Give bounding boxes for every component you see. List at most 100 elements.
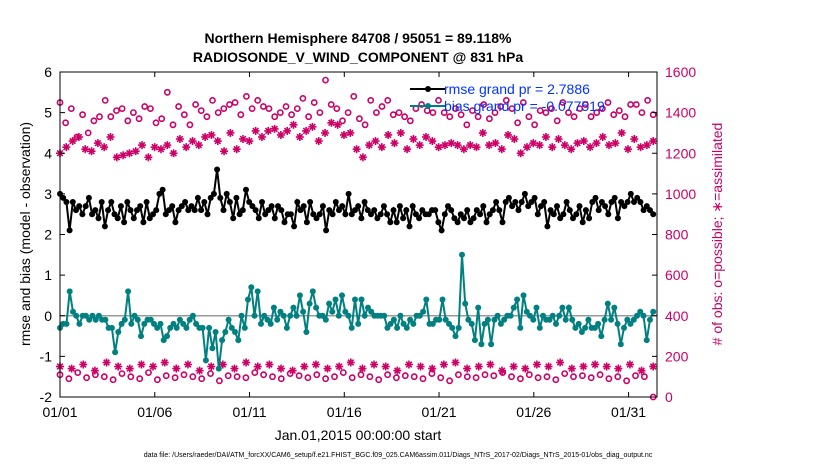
- assimilated-point: [459, 145, 468, 154]
- rmse-point: [393, 219, 400, 226]
- possible-point: [129, 109, 137, 116]
- rmse-point: [550, 211, 557, 218]
- assimilated_low-point: [67, 364, 76, 373]
- bias-point: [339, 292, 345, 299]
- footer-datafile: data file: /Users/raeder/DAI/ATM_forcXX/…: [144, 452, 653, 459]
- bias-point: [358, 296, 365, 303]
- assimilated-point: [68, 137, 77, 146]
- bias-point: [118, 320, 125, 327]
- rmse-point: [214, 166, 221, 173]
- rmse-point: [92, 207, 99, 214]
- assimilated-point: [194, 141, 203, 150]
- assimilated_low-point: [160, 358, 169, 367]
- bias-point: [293, 312, 300, 319]
- left-tick-label: 6: [44, 64, 52, 80]
- rmse-point: [608, 199, 615, 205]
- rmse-point: [156, 190, 163, 197]
- possible-point: [214, 109, 222, 116]
- bias-point: [147, 316, 154, 323]
- rmse-point: [534, 211, 541, 218]
- bias-point: [332, 296, 339, 303]
- rmse-point: [204, 211, 211, 218]
- possible_low-point: [127, 373, 135, 381]
- assimilated_low-point: [230, 364, 239, 373]
- assimilated-point: [81, 145, 90, 154]
- rmse-point: [557, 215, 564, 222]
- rmse-point: [252, 207, 259, 214]
- assimilated-point: [510, 135, 519, 144]
- rmse-point: [101, 223, 108, 230]
- bias-point: [533, 304, 540, 311]
- rmse-point: [73, 207, 79, 214]
- assimilated_low-point: [556, 358, 565, 367]
- bias-point: [193, 320, 200, 327]
- possible-point: [118, 105, 126, 112]
- assimilated-point: [453, 141, 462, 150]
- assimilated-point: [390, 139, 399, 148]
- assimilated-point: [529, 139, 538, 148]
- rmse-point: [448, 207, 455, 214]
- rmse-point: [457, 211, 464, 218]
- assimilated-point: [579, 137, 588, 146]
- assimilated_low-point: [428, 364, 437, 373]
- possible-point: [79, 111, 86, 119]
- rmse-point: [496, 207, 503, 214]
- possible-point: [293, 105, 301, 112]
- rmse-point: [339, 203, 346, 210]
- possible_low-point: [260, 371, 267, 379]
- rmse-point: [105, 207, 112, 214]
- bias-point: [410, 320, 417, 327]
- legend-rmse-label: rmse grand pr = 2.7886: [444, 81, 590, 97]
- assimilated_low-point: [207, 362, 216, 371]
- bias-point: [556, 312, 563, 319]
- bias-point: [335, 312, 342, 319]
- possible-point: [231, 99, 239, 106]
- rmse-point: [233, 194, 240, 201]
- possible_low-point: [136, 375, 144, 383]
- rmse-point: [316, 211, 323, 218]
- possible-point: [333, 105, 341, 112]
- rmse-point: [178, 203, 185, 210]
- rmse-point: [631, 199, 637, 205]
- legend-rmse-marker: [425, 86, 431, 92]
- assimilated_low-point: [195, 366, 204, 375]
- possible_low-point: [472, 374, 480, 382]
- assimilated-point: [150, 143, 159, 152]
- possible-point: [265, 105, 273, 112]
- rmse-point: [121, 219, 128, 226]
- assimilated_low-point: [497, 366, 506, 375]
- rmse-point: [634, 194, 641, 201]
- assimilated_low-point: [253, 362, 262, 371]
- bias-point: [601, 316, 608, 323]
- assimilated_low-point: [463, 364, 472, 373]
- possible-point: [141, 103, 149, 110]
- assimilated-point: [384, 130, 393, 139]
- rmse-point: [589, 199, 596, 205]
- rmse-point: [345, 190, 352, 197]
- rmse-point: [541, 199, 548, 205]
- assimilated-point: [220, 147, 229, 156]
- bias-point: [637, 308, 644, 315]
- assimilated-point: [87, 147, 96, 156]
- bias-point: [634, 312, 640, 319]
- possible_low-point: [552, 376, 560, 384]
- bias-point: [394, 324, 401, 331]
- assimilated_low-point: [404, 360, 413, 369]
- possible_low-point: [100, 373, 108, 381]
- bias-point: [465, 316, 472, 323]
- x-tick-label: 01/11: [233, 404, 267, 420]
- assimilated-point: [283, 126, 292, 135]
- rmse-point: [650, 211, 657, 218]
- bias-point: [355, 320, 362, 327]
- assimilated-point: [295, 133, 304, 141]
- bias-point: [368, 308, 375, 315]
- rmse-point: [570, 215, 576, 222]
- possible_low-point: [587, 374, 595, 382]
- rmse-point: [85, 194, 92, 201]
- rmse-point: [117, 203, 124, 210]
- assimilated-point: [276, 130, 285, 139]
- bias-point: [497, 320, 504, 327]
- bias-point: [170, 320, 177, 327]
- rmse-point: [259, 199, 265, 205]
- bias-point: [287, 312, 294, 319]
